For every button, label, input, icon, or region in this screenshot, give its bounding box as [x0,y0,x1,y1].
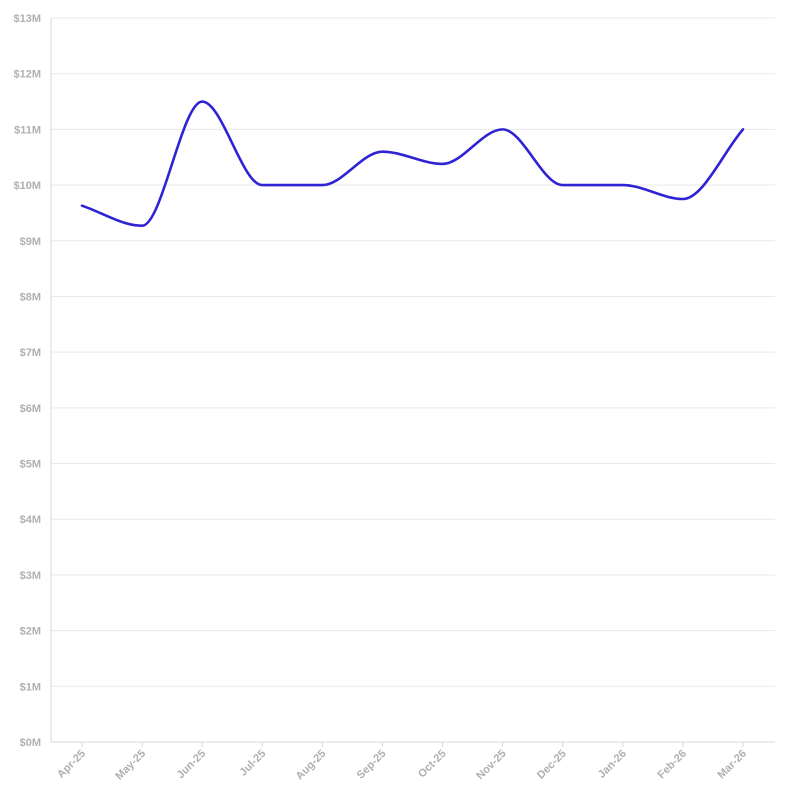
x-tick-label: Feb-26 [655,748,689,782]
series-line [80,100,745,228]
axes [50,18,775,747]
y-tick-label: $6M [20,403,41,415]
x-tick-label: Jul-25 [237,748,268,779]
y-tick-label: $9M [20,236,41,248]
y-tick-label: $13M [13,13,41,25]
grid-lines [51,17,775,687]
x-tick-label: Dec-25 [535,748,569,782]
x-tick-label: Nov-25 [474,748,508,782]
y-tick-label: $7M [20,347,41,359]
x-tick-label: Oct-25 [416,748,449,781]
y-tick-label: $11M [14,124,41,136]
x-tick-label: Jan-26 [596,748,629,781]
y-tick-label: $3M [20,570,41,582]
y-axis-tick-labels: $0M $1M $2M $3M $4M $5M $6M $7M $8M $9M $10M $11M $1… [13,13,41,749]
y-tick-label: $5M [20,459,41,471]
x-tick-label: Apr-25 [55,748,88,781]
series-group [80,100,745,228]
x-tick-label: Jun-25 [175,748,209,782]
y-tick-label: $1M [20,681,41,693]
x-tick-label: May-25 [113,748,148,783]
y-tick-label: $0M [20,737,41,749]
y-tick-label: $10M [13,180,41,192]
y-tick-label: $12M [13,69,41,81]
x-axis-tick-labels: Apr-25 May-25 Jun-25 Jul-25 Aug-25 Sep-25 Oct-… [55,748,749,783]
y-tick-label: $2M [20,626,41,638]
x-tick-label: Aug-25 [294,748,329,783]
y-tick-label: $8M [20,291,41,303]
x-tick-label: Sep-25 [355,748,389,782]
y-tick-label: $4M [20,514,41,526]
x-tick-label: Mar-26 [716,748,750,782]
